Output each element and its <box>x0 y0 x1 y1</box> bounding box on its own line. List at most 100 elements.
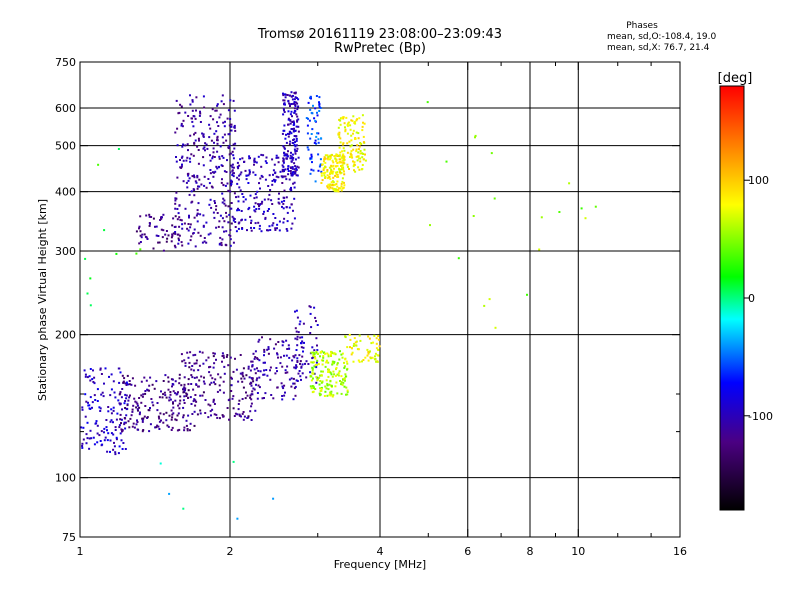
scatter-point <box>198 185 201 188</box>
scatter-point <box>202 156 205 159</box>
scatter-point <box>357 151 360 154</box>
scatter-point <box>209 365 212 368</box>
scatter-point <box>199 234 202 237</box>
scatter-point <box>203 146 206 149</box>
colorbar-tick-label: 0 <box>748 292 755 305</box>
scatter-point <box>331 165 334 168</box>
scatter-point <box>377 348 379 351</box>
scatter-point <box>345 360 348 363</box>
scatter-point <box>182 399 185 402</box>
scatter-point <box>195 362 198 365</box>
scatter-point <box>148 224 151 227</box>
scatter-point <box>309 137 312 140</box>
scatter-point <box>235 196 237 199</box>
scatter-point <box>363 148 366 151</box>
scatter-point <box>259 370 262 373</box>
scatter-point <box>144 392 147 395</box>
scatter-point <box>232 143 235 146</box>
scatter-point <box>157 425 160 428</box>
scatter-point <box>568 182 571 185</box>
scatter-point <box>237 380 240 383</box>
scatter-point <box>295 137 298 140</box>
scatter-point <box>272 497 275 500</box>
scatter-point <box>195 359 198 362</box>
scatter-point <box>288 143 291 146</box>
scatter-point <box>344 126 346 129</box>
scatter-point <box>317 138 320 141</box>
scatter-point <box>244 397 247 400</box>
scatter-point <box>332 164 335 167</box>
scatter-point <box>269 366 272 369</box>
scatter-point <box>114 426 117 429</box>
scatter-point <box>102 395 105 398</box>
scatter-point <box>281 168 284 171</box>
scatter-point <box>178 225 181 228</box>
scatter-point <box>199 121 202 123</box>
scatter-point <box>238 186 241 189</box>
scatter-point <box>374 352 377 355</box>
scatter-point <box>229 356 232 359</box>
scatter-point <box>265 162 268 164</box>
scatter-point <box>288 378 291 381</box>
scatter-point <box>239 173 242 176</box>
scatter-point <box>178 373 181 376</box>
scatter-point <box>333 155 336 158</box>
scatter-point <box>292 377 295 380</box>
scatter-point <box>181 227 184 230</box>
scatter-point <box>262 154 265 157</box>
scatter-point <box>264 392 267 395</box>
scatter-point <box>140 394 143 397</box>
scatter-point <box>335 165 338 168</box>
scatter-point <box>171 378 174 381</box>
scatter-point <box>223 133 226 136</box>
scatter-point <box>312 354 315 357</box>
scatter-point <box>271 224 274 227</box>
scatter-point <box>126 404 129 407</box>
colorbar <box>719 85 745 511</box>
scatter-point <box>358 157 361 160</box>
scatter-point <box>307 148 310 151</box>
scatter-point <box>309 312 312 315</box>
scatter-point <box>317 169 320 172</box>
scatter-point <box>227 221 230 224</box>
scatter-point <box>198 364 201 367</box>
scatter-point <box>369 350 371 353</box>
scatter-point <box>472 215 475 217</box>
scatter-point <box>313 355 316 358</box>
scatter-point <box>131 408 134 411</box>
scatter-point <box>261 397 264 400</box>
scatter-point <box>332 394 335 397</box>
scatter-point <box>355 155 358 158</box>
scatter-point <box>141 420 144 423</box>
scatter-point <box>225 171 228 173</box>
scatter-point <box>290 203 293 206</box>
scatter-point <box>125 381 128 384</box>
scatter-point <box>220 100 223 103</box>
scatter-point <box>196 145 199 148</box>
scatter-point <box>99 367 102 370</box>
scatter-point <box>212 151 215 154</box>
scatter-point <box>226 159 228 162</box>
scatter-point <box>314 364 317 366</box>
scatter-point <box>327 158 330 161</box>
scatter-point <box>280 200 283 203</box>
scatter-point <box>334 385 337 388</box>
colorbar-tick-label: 100 <box>748 174 769 187</box>
scatter-point <box>333 373 336 376</box>
scatter-point <box>196 176 199 179</box>
scatter-point <box>81 442 84 445</box>
scatter-point <box>148 409 151 412</box>
scatter-point <box>293 135 296 137</box>
scatter-point <box>352 160 354 163</box>
scatter-point <box>336 185 339 188</box>
scatter-point <box>191 200 194 203</box>
scatter-point <box>315 320 317 323</box>
scatter-point <box>175 191 178 194</box>
scatter-point <box>216 136 219 139</box>
scatter-point <box>215 130 218 133</box>
scatter-point <box>291 128 294 130</box>
scatter-point <box>194 394 197 396</box>
scatter-point <box>176 144 179 147</box>
scatter-point <box>329 171 332 174</box>
scatter-point <box>276 352 278 355</box>
